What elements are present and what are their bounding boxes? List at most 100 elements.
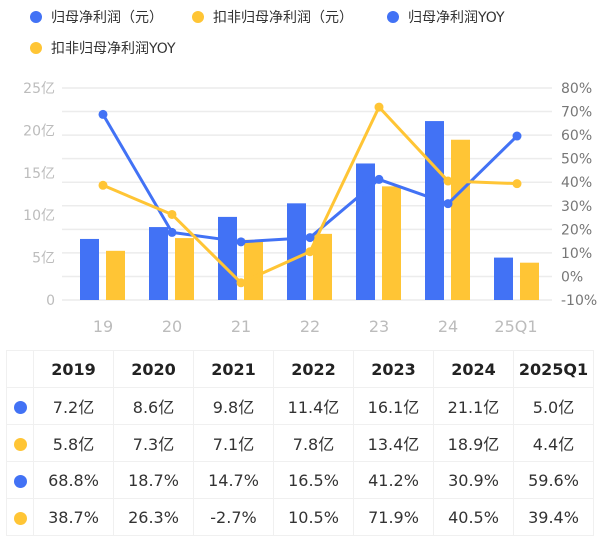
x-axis-tick-label: 25Q1 bbox=[494, 317, 537, 336]
table-cell: 38.7% bbox=[33, 498, 114, 536]
table-header-cell: 2023 bbox=[353, 350, 434, 388]
series-dot-icon bbox=[13, 400, 27, 414]
series-dot-icon bbox=[13, 437, 27, 451]
bar-deducted-net-profit bbox=[382, 186, 401, 300]
bar-deducted-net-profit bbox=[451, 139, 470, 300]
line-point-net-profit-yoy bbox=[98, 109, 108, 119]
legend-dot-icon bbox=[30, 11, 42, 23]
legend-item-net-profit[interactable]: 归母净利润（元） bbox=[30, 7, 163, 27]
right-axis-tick-label: 40% bbox=[561, 175, 592, 191]
bar-net-profit bbox=[425, 121, 444, 301]
right-axis-tick-label: 0% bbox=[561, 269, 583, 285]
right-axis-tick-label: 50% bbox=[561, 152, 592, 168]
bar-net-profit bbox=[287, 203, 306, 300]
x-axis-tick-label: 20 bbox=[162, 317, 182, 336]
line-point-net-profit-yoy bbox=[374, 174, 384, 184]
right-axis-tick-label: 70% bbox=[561, 105, 592, 121]
x-axis-tick-label: 21 bbox=[231, 317, 251, 336]
x-axis-tick-label: 24 bbox=[438, 317, 458, 336]
x-axis-tick-label: 22 bbox=[300, 317, 320, 336]
table-row: 5.8亿 7.3亿 7.1亿 7.8亿 13.4亿 18.9亿 4.4亿 bbox=[6, 424, 594, 462]
table-cell: 9.8亿 bbox=[193, 387, 274, 425]
legend-dot-icon bbox=[387, 11, 399, 23]
left-axis-tick-label: 10亿 bbox=[23, 208, 55, 224]
legend-label: 归母净利润YOY bbox=[408, 10, 505, 26]
line-point-net-profit-yoy bbox=[512, 131, 522, 141]
table-cell: 10.5% bbox=[273, 498, 354, 536]
line-point-deducted-net-profit-yoy bbox=[374, 102, 384, 112]
line-point-net-profit-yoy bbox=[443, 199, 453, 209]
bar-net-profit bbox=[356, 163, 375, 300]
legend-item-net-profit-yoy[interactable]: 归母净利润YOY bbox=[387, 7, 505, 27]
table-header-cell: 2020 bbox=[113, 350, 194, 388]
table-header-cell: 2022 bbox=[273, 350, 354, 388]
table-cell: 26.3% bbox=[113, 498, 194, 536]
table-cell: -2.7% bbox=[193, 498, 274, 536]
table-cell: 18.9亿 bbox=[433, 424, 514, 462]
bar-net-profit bbox=[218, 216, 237, 300]
left-axis-tick-label: 20亿 bbox=[23, 123, 55, 139]
right-axis-tick-label: 30% bbox=[561, 199, 592, 215]
table-cell: 39.4% bbox=[513, 498, 594, 536]
bar-deducted-net-profit bbox=[106, 250, 125, 300]
line-point-deducted-net-profit-yoy bbox=[305, 247, 315, 257]
table-cell: 7.2亿 bbox=[33, 387, 114, 425]
line-point-deducted-net-profit-yoy bbox=[236, 278, 246, 288]
series-marker-cell bbox=[6, 498, 34, 536]
line-point-deducted-net-profit-yoy bbox=[443, 176, 453, 186]
table-row: 68.8% 18.7% 14.7% 16.5% 41.2% 30.9% 59.6% bbox=[6, 461, 594, 499]
series-dot-icon bbox=[13, 474, 27, 488]
table-cell: 8.6亿 bbox=[113, 387, 194, 425]
legend-label: 扣非归母净利润（元） bbox=[213, 10, 353, 26]
legend-item-deducted-net-profit-yoy[interactable]: 扣非归母净利润YOY bbox=[30, 38, 176, 58]
table-cell: 7.3亿 bbox=[113, 424, 194, 462]
data-table: 2019 2020 2021 2022 2023 2024 2025Q1 7.2… bbox=[6, 350, 594, 536]
table-header-row: 2019 2020 2021 2022 2023 2024 2025Q1 bbox=[6, 350, 594, 388]
table-cell: 18.7% bbox=[113, 461, 194, 499]
table-cell: 16.5% bbox=[273, 461, 354, 499]
bar-deducted-net-profit bbox=[244, 239, 263, 300]
table-cell: 16.1亿 bbox=[353, 387, 434, 425]
table-header-cell: 2024 bbox=[433, 350, 514, 388]
legend-item-deducted-net-profit[interactable]: 扣非归母净利润（元） bbox=[192, 7, 353, 27]
line-point-deducted-net-profit-yoy bbox=[98, 180, 108, 190]
table-cell: 59.6% bbox=[513, 461, 594, 499]
combo-chart: 25亿 20亿 15亿 10亿 5亿 0 80% 70% 60% 50% 40% 30% 20% 10% 0… bbox=[23, 81, 597, 336]
table-cell: 14.7% bbox=[193, 461, 274, 499]
bar-net-profit bbox=[80, 238, 99, 300]
line-point-net-profit-yoy bbox=[236, 237, 246, 247]
line-point-deducted-net-profit-yoy bbox=[167, 209, 177, 219]
table-cell: 5.0亿 bbox=[513, 387, 594, 425]
table-header-cell: 2021 bbox=[193, 350, 274, 388]
table-cell: 11.4亿 bbox=[273, 387, 354, 425]
left-axis-tick-label: 25亿 bbox=[23, 81, 55, 97]
table-cell: 30.9% bbox=[433, 461, 514, 499]
left-axis-tick-label: 0 bbox=[46, 293, 55, 309]
left-axis-tick-label: 15亿 bbox=[23, 166, 55, 182]
bar-deducted-net-profit bbox=[313, 233, 332, 300]
x-axis-tick-label: 23 bbox=[369, 317, 389, 336]
legend-label: 归母净利润（元） bbox=[51, 10, 163, 26]
bar-deducted-net-profit bbox=[175, 238, 194, 300]
line-point-net-profit-yoy bbox=[305, 233, 315, 243]
bar-net-profit bbox=[149, 227, 168, 300]
legend-dot-icon bbox=[30, 42, 42, 54]
table-cell: 5.8亿 bbox=[33, 424, 114, 462]
table-cell: 41.2% bbox=[353, 461, 434, 499]
x-axis-tick-label: 19 bbox=[93, 317, 113, 336]
table-row: 7.2亿 8.6亿 9.8亿 11.4亿 16.1亿 21.1亿 5.0亿 bbox=[6, 387, 594, 425]
series-marker-cell bbox=[6, 387, 34, 425]
left-axis-tick-label: 5亿 bbox=[32, 251, 55, 267]
table-cell: 4.4亿 bbox=[513, 424, 594, 462]
legend-dot-icon bbox=[192, 11, 204, 23]
table-cell: 7.1亿 bbox=[193, 424, 274, 462]
line-point-net-profit-yoy bbox=[167, 227, 177, 237]
table-cell: 71.9% bbox=[353, 498, 434, 536]
right-axis-tick-label: 20% bbox=[561, 222, 592, 238]
right-axis-tick-label: 80% bbox=[561, 81, 592, 97]
table-cell: 13.4亿 bbox=[353, 424, 434, 462]
right-axis-tick-label: 60% bbox=[561, 128, 592, 144]
table-cell: 68.8% bbox=[33, 461, 114, 499]
bar-deducted-net-profit bbox=[520, 262, 539, 300]
table-cell: 40.5% bbox=[433, 498, 514, 536]
